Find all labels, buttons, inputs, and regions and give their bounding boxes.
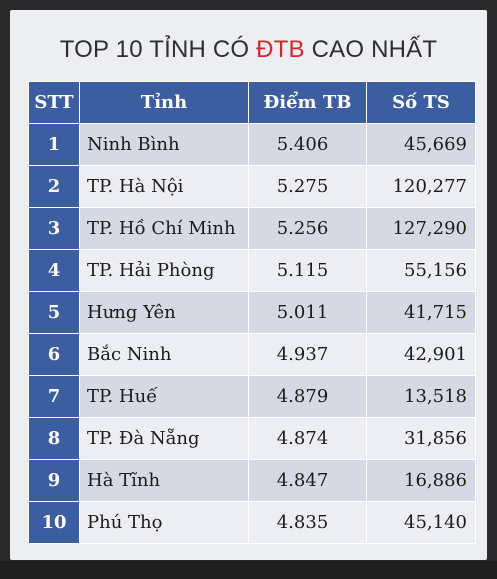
row-province: TP. Đà Nẵng: [79, 417, 249, 460]
row-stt: 10: [28, 501, 80, 544]
row-stt: 3: [28, 207, 80, 250]
header-stt: STT: [28, 81, 80, 124]
row-score: 4.847: [248, 459, 367, 502]
row-count: 120,277: [366, 165, 476, 208]
row-count: 45,669: [366, 123, 476, 166]
row-stt: 8: [28, 417, 80, 460]
row-score: 5.115: [248, 249, 367, 292]
row-score: 5.011: [248, 291, 367, 334]
row-province: Ninh Bình: [79, 123, 249, 166]
title-suffix: CAO NHẤT: [304, 36, 438, 63]
table-row: 9 Hà Tĩnh 4.847 16,886: [28, 459, 476, 502]
row-province: TP. Huế: [79, 375, 249, 418]
row-stt: 7: [28, 375, 80, 418]
row-count: 41,715: [366, 291, 476, 334]
row-count: 13,518: [366, 375, 476, 418]
row-stt: 6: [28, 333, 80, 376]
row-score: 5.256: [248, 207, 367, 250]
row-score: 4.879: [248, 375, 367, 418]
row-count: 31,856: [366, 417, 476, 460]
table-row: 6 Bắc Ninh 4.937 42,901: [28, 333, 476, 376]
row-stt: 4: [28, 249, 80, 292]
row-count: 127,290: [366, 207, 476, 250]
row-stt: 1: [28, 123, 80, 166]
table-row: 10 Phú Thọ 4.835 45,140: [28, 501, 476, 544]
row-score: 5.406: [248, 123, 367, 166]
header-score: Điểm TB: [248, 81, 367, 124]
page-title: TOP 10 TỈNH CÓ ĐTB CAO NHẤT: [0, 36, 497, 64]
row-count: 42,901: [366, 333, 476, 376]
ranking-table: STT Tỉnh Điểm TB Số TS 1 Ninh Bình 5.406…: [28, 81, 476, 544]
row-stt: 5: [28, 291, 80, 334]
header-count: Số TS: [366, 81, 476, 124]
row-stt: 2: [28, 165, 80, 208]
table-row: 7 TP. Huế 4.879 13,518: [28, 375, 476, 418]
row-score: 4.874: [248, 417, 367, 460]
row-count: 16,886: [366, 459, 476, 502]
row-province: TP. Hải Phòng: [79, 249, 249, 292]
table-row: 3 TP. Hồ Chí Minh 5.256 127,290: [28, 207, 476, 250]
header-province: Tỉnh: [79, 81, 249, 124]
table-row: 2 TP. Hà Nội 5.275 120,277: [28, 165, 476, 208]
row-score: 4.937: [248, 333, 367, 376]
bottom-bar: [0, 561, 497, 579]
table-row: 1 Ninh Bình 5.406 45,669: [28, 123, 476, 166]
row-province: Phú Thọ: [79, 501, 249, 544]
row-province: Bắc Ninh: [79, 333, 249, 376]
table-row: 4 TP. Hải Phòng 5.115 55,156: [28, 249, 476, 292]
table-row: 5 Hưng Yên 5.011 41,715: [28, 291, 476, 334]
row-count: 55,156: [366, 249, 476, 292]
title-prefix: TOP 10 TỈNH CÓ: [59, 36, 257, 63]
table-row: 8 TP. Đà Nẵng 4.874 31,856: [28, 417, 476, 460]
row-count: 45,140: [366, 501, 476, 544]
table-header-row: STT Tỉnh Điểm TB Số TS: [28, 81, 476, 124]
row-province: Hưng Yên: [79, 291, 249, 334]
row-province: TP. Hà Nội: [79, 165, 249, 208]
title-highlight: ĐTB: [256, 36, 305, 63]
row-province: TP. Hồ Chí Minh: [79, 207, 249, 250]
row-score: 4.835: [248, 501, 367, 544]
row-score: 5.275: [248, 165, 367, 208]
row-stt: 9: [28, 459, 80, 502]
row-province: Hà Tĩnh: [79, 459, 249, 502]
